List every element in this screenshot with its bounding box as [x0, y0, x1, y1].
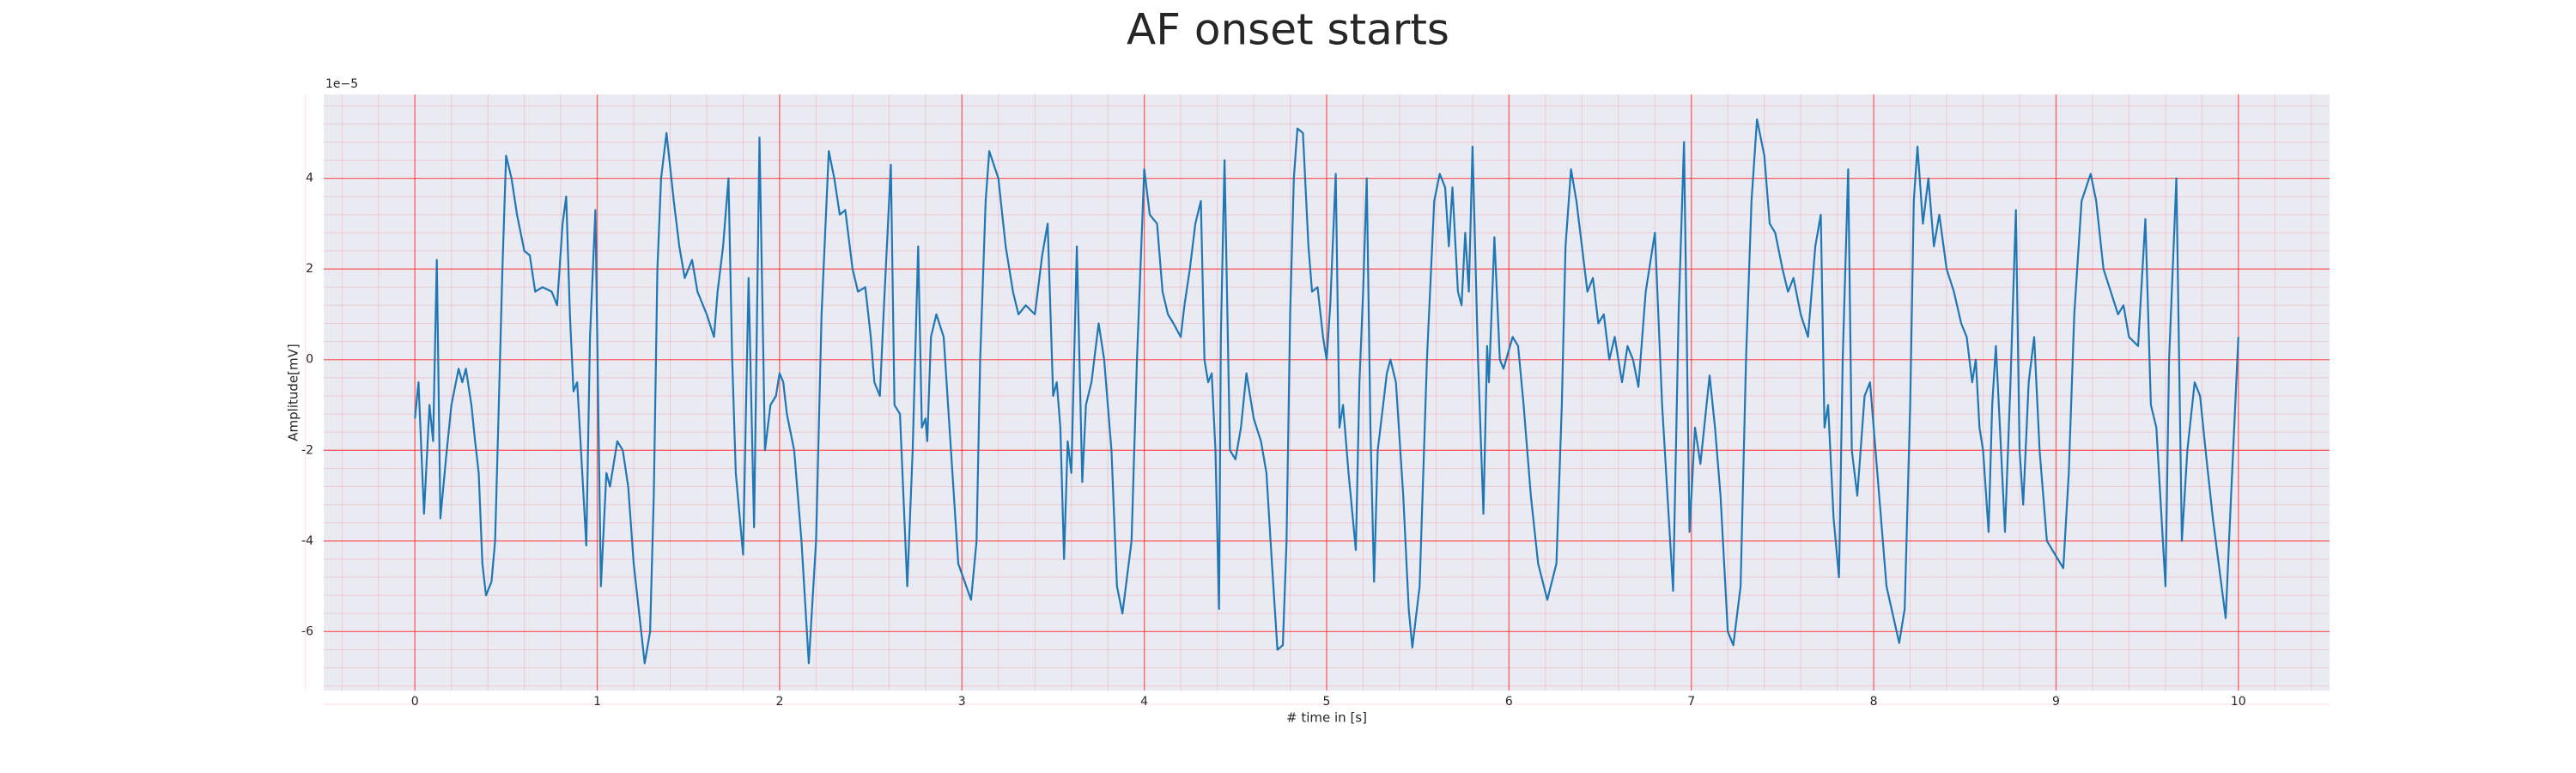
y-tick-label: 2	[306, 262, 313, 276]
y-axis-label: Amplitude[mV]	[286, 344, 301, 441]
x-tick-label: 10	[2231, 695, 2246, 709]
y-offset-label: 1e−5	[325, 77, 358, 91]
y-tick-label: -6	[301, 624, 313, 638]
y-tick-label: 0	[306, 353, 313, 367]
x-tick-label: 1	[593, 695, 601, 709]
x-axis-label: # time in [s]	[1286, 710, 1367, 726]
chart-title: AF onset starts	[1127, 5, 1449, 55]
y-tick-label: -2	[301, 443, 313, 457]
y-tick-label: 4	[306, 172, 313, 186]
x-tick-label: 9	[2052, 695, 2060, 709]
y-tick-label: -4	[301, 534, 313, 548]
x-tick-label: 2	[775, 695, 783, 709]
x-tick-label: 8	[1870, 695, 1878, 709]
grid	[305, 94, 2330, 705]
signal-line	[414, 118, 2239, 665]
x-tick-label: 4	[1140, 695, 1148, 709]
x-tick-label: 3	[958, 695, 966, 709]
x-tick-label: 0	[411, 695, 419, 709]
x-tick-label: 6	[1505, 695, 1513, 709]
x-tick-label: 5	[1323, 695, 1331, 709]
x-tick-label: 7	[1687, 695, 1695, 709]
